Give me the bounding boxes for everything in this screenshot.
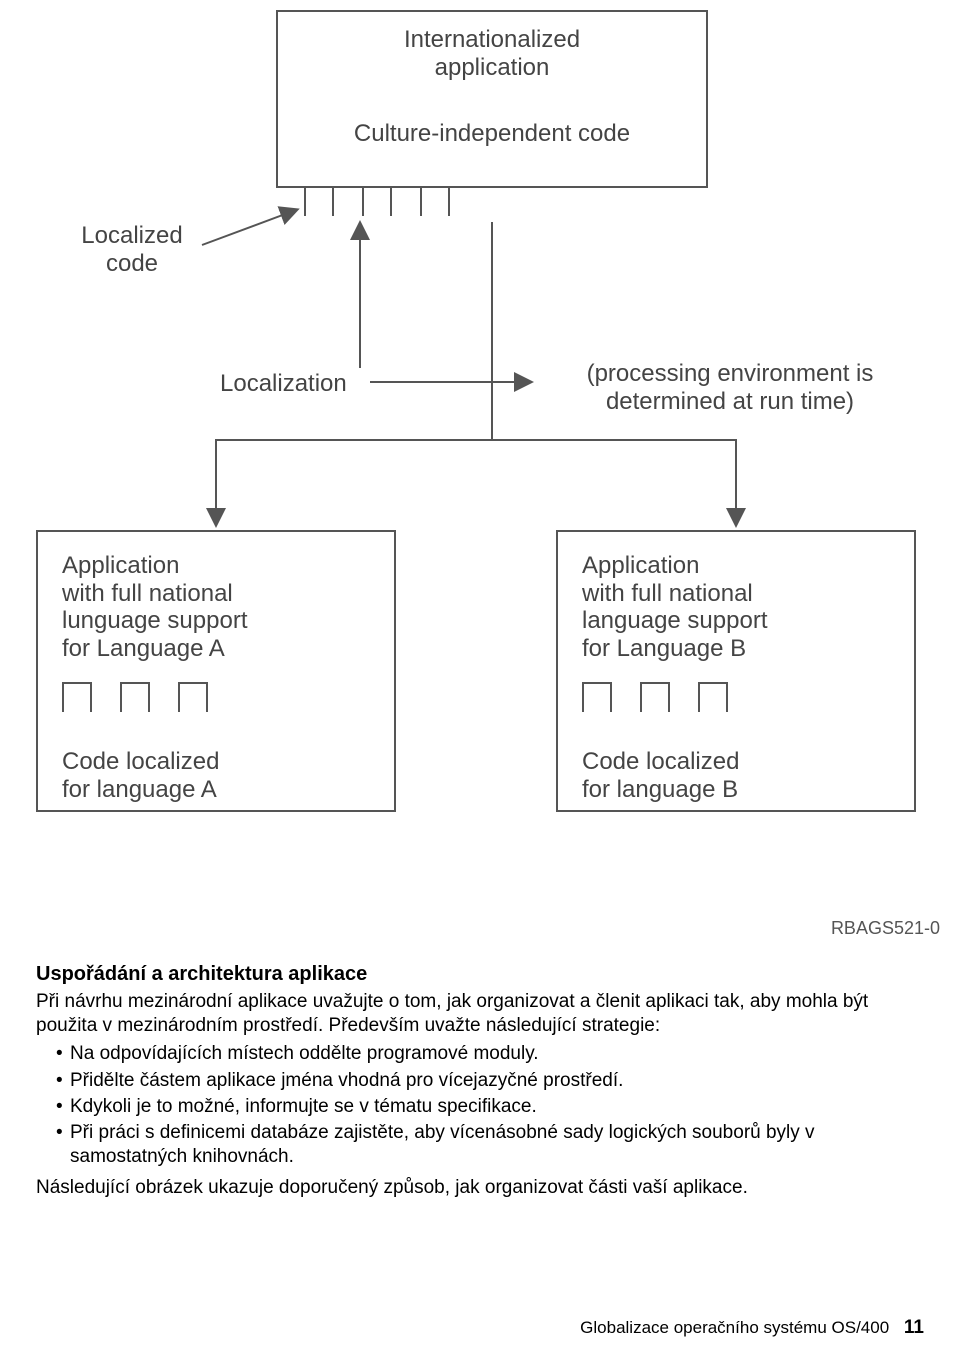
lb-l3: lunguage support [62,607,247,634]
lb-l1: Application [62,552,179,579]
box-app-language-b: Application with full national language … [556,530,916,812]
page-footer: Globalizace operačního systému OS/400 11 [580,1317,924,1339]
label-localization: Localization [220,370,347,398]
bullet-3: Kdykoli je to možné, informujte se v tém… [56,1095,931,1119]
left-box-text: Application with full national lunguage … [62,552,247,662]
localized-code-l2: code [106,250,158,277]
lb-l4: for Language A [62,635,225,662]
section-heading: Uspořádání a architektura aplikace [36,962,931,988]
rb-l1: Application [582,552,699,579]
para-outro: Následující obrázek ukazuje doporučený z… [36,1176,931,1200]
right-code-l1: Code localized [582,748,739,775]
bullet-1: Na odpovídajících místech oddělte progra… [56,1042,931,1066]
top-box-title: Internationalized application [278,26,706,81]
rb-l4: for Language B [582,635,746,662]
box-app-language-a: Application with full national lunguage … [36,530,396,812]
top-title-line1: Internationalized [404,26,580,53]
footer-text: Globalizace operačního systému OS/400 [580,1318,889,1337]
localized-code-l1: Localized [81,222,182,249]
runtime-l2: determined at run time) [606,388,854,415]
page-number: 11 [904,1317,924,1338]
page: Internationalized application Culture-in… [0,0,960,1363]
top-box-notches [304,186,450,216]
para-intro: Při návrhu mezinárodní aplikace uvažujte… [36,990,931,1039]
label-localized-code: Localized code [62,222,202,277]
top-box-subtitle: Culture-independent code [278,120,706,148]
right-box-notches [582,682,728,712]
rb-l2: with full national [582,580,753,607]
body-text: Uspořádání a architektura aplikace Při n… [36,962,931,1204]
left-code-l1: Code localized [62,748,219,775]
left-code-label: Code localized for language A [62,748,219,803]
left-code-l2: for language A [62,776,217,803]
rb-l3: language support [582,607,767,634]
label-runtime: (processing environment is determined at… [540,360,920,415]
top-title-line2: application [435,54,550,81]
runtime-l1: (processing environment is [587,360,874,387]
left-box-notches [62,682,208,712]
right-code-label: Code localized for language B [582,748,739,803]
bullet-list: Na odpovídajících místech oddělte progra… [36,1042,931,1170]
lb-l2: with full national [62,580,233,607]
right-box-text: Application with full national language … [582,552,767,662]
diagram-area: Internationalized application Culture-in… [0,0,960,940]
bullet-2: Přidělte částem aplikace jména vhodná pr… [56,1069,931,1093]
figure-code: RBAGS521-0 [831,918,940,939]
box-internationalized-app: Internationalized application Culture-in… [276,10,708,188]
right-code-l2: for language B [582,776,738,803]
bullet-4: Při práci s definicemi databáze zajistět… [56,1121,931,1170]
